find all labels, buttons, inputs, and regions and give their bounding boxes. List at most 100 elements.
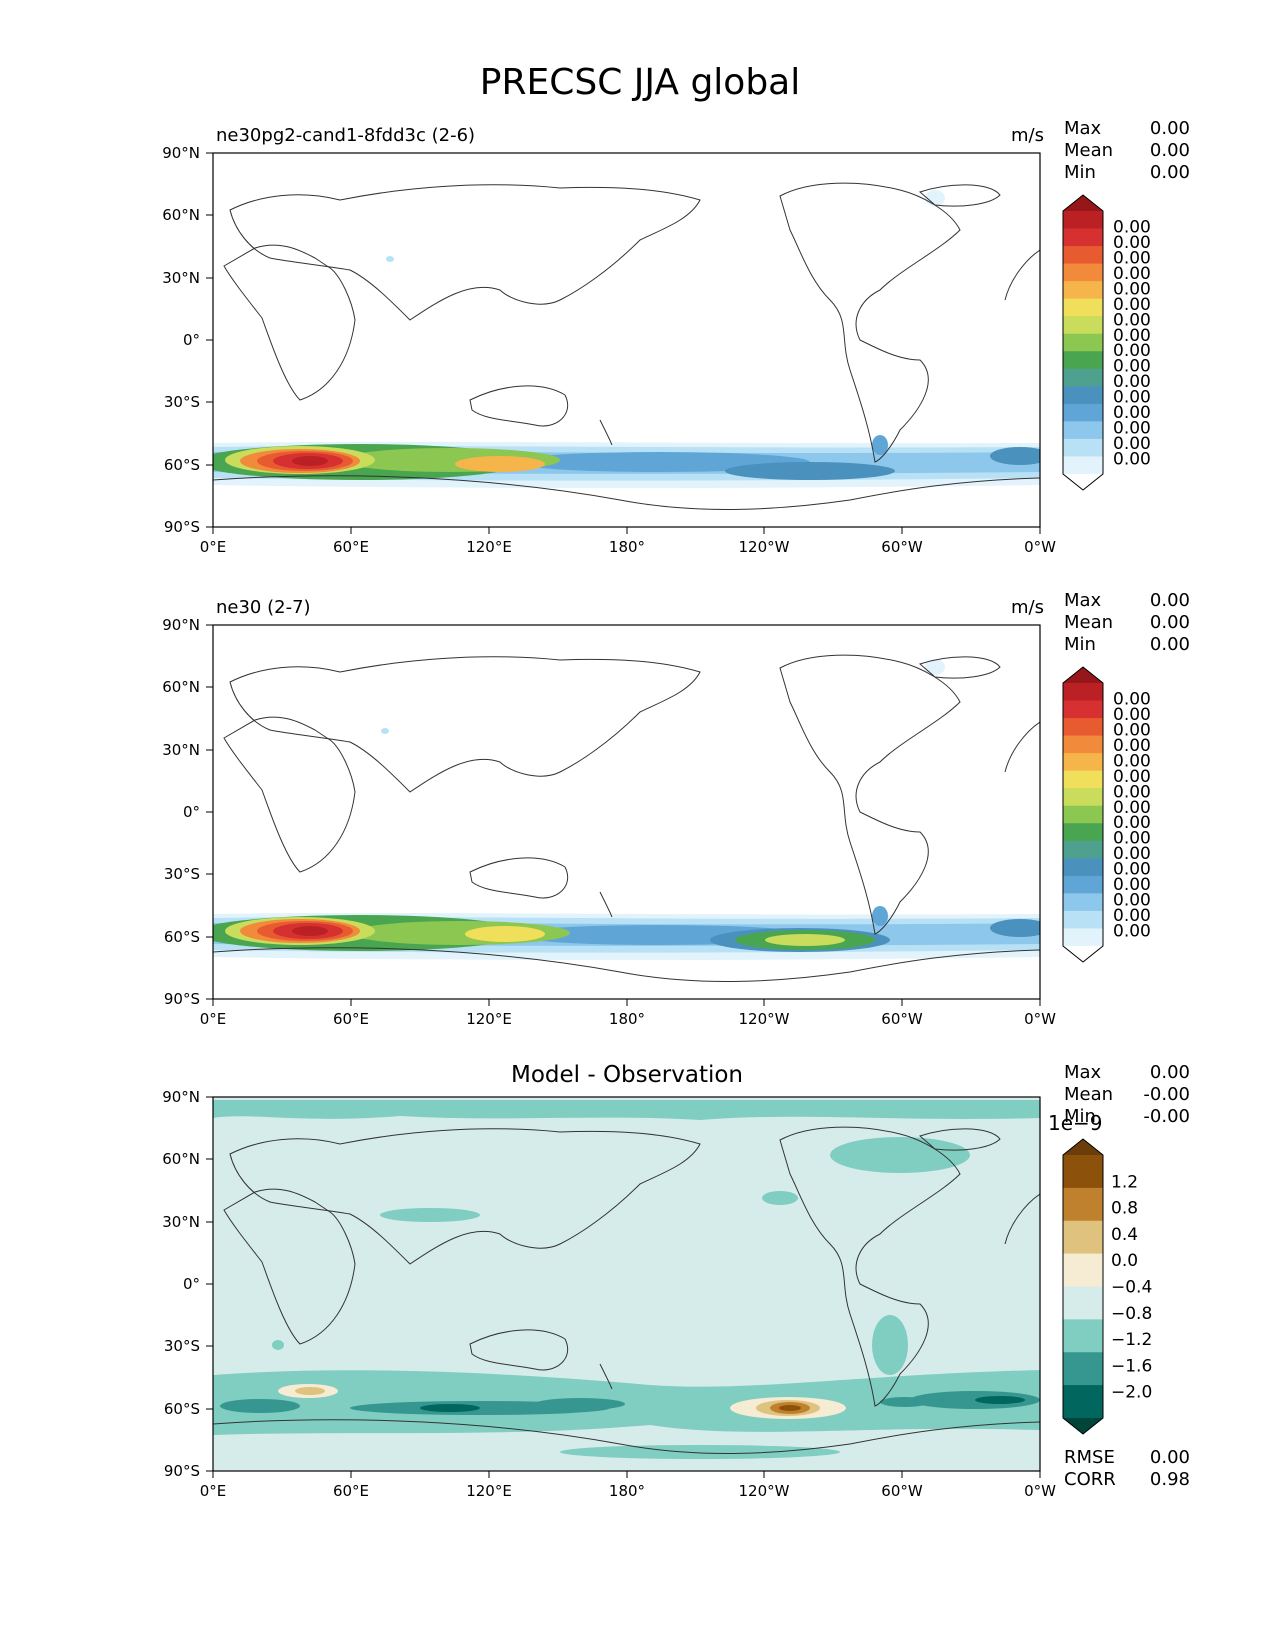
- field-feature: [213, 1100, 1040, 1120]
- field-feature: [272, 1340, 284, 1350]
- field-feature: [880, 1397, 930, 1407]
- colorbar-tick-label: 0.00: [1113, 798, 1151, 818]
- lon-tick-label: 60°W: [881, 1482, 923, 1500]
- axis-ticks: 90°N 60°N 30°N 0° 30°S 60°S 90°S 0°E 60°…: [162, 616, 1056, 1028]
- field-feature: [975, 1396, 1025, 1404]
- colorbar-tick-label: 0.00: [1113, 767, 1151, 787]
- colorbar-swatch: [1063, 770, 1103, 789]
- colorbar-tick-label: 0.00: [1113, 264, 1151, 284]
- colorbar-swatch: [1063, 386, 1103, 405]
- stats-block: Max 0.00 Mean -0.00 Min -0.00: [1064, 1062, 1190, 1127]
- panel-units: m/s: [1011, 125, 1044, 146]
- lon-tick-label: 180°: [609, 1482, 645, 1500]
- metric-label: RMSE: [1064, 1447, 1115, 1468]
- stat-label: Mean: [1064, 612, 1113, 633]
- field-feature: [220, 1399, 300, 1413]
- colorbar: 0.000.000.000.000.000.000.000.000.000.00…: [1062, 194, 1151, 491]
- colorbar-swatch: [1063, 403, 1103, 422]
- map-field: [213, 153, 1040, 527]
- axis-ticks: 90°N 60°N 30°N 0° 30°S 60°S 90°S 0°E 60°…: [162, 144, 1056, 556]
- lon-tick-label: 120°W: [739, 538, 790, 556]
- lat-tick-label: 90°N: [162, 1088, 200, 1106]
- lon-tick-label: 0°W: [1024, 1482, 1056, 1500]
- panel-title-left: ne30 (2-7): [216, 597, 311, 618]
- colorbar-swatch: [1063, 1385, 1103, 1419]
- field-feature: [381, 728, 389, 734]
- metric-label: CORR: [1064, 1469, 1116, 1490]
- lat-tick-label: 30°N: [162, 269, 200, 287]
- colorbar-tick-label: 0.00: [1113, 891, 1151, 911]
- colorbar-tick-label: 0.00: [1113, 403, 1151, 423]
- field-feature: [380, 1208, 480, 1222]
- lat-tick-label: 90°S: [164, 990, 200, 1008]
- lat-tick-label: 0°: [183, 803, 200, 821]
- colorbar-swatch: [1063, 683, 1103, 702]
- lon-tick-label: 120°W: [739, 1010, 790, 1028]
- lat-tick-label: 60°S: [164, 456, 200, 474]
- lat-tick-label: 90°N: [162, 616, 200, 634]
- colorbar-swatch: [1063, 1319, 1103, 1353]
- colorbar-tick-label: 0.00: [1113, 450, 1151, 470]
- colorbar-tick-label: 0.00: [1113, 860, 1151, 880]
- colorbar-swatch: [1063, 718, 1103, 737]
- colorbar-swatch: [1063, 805, 1103, 824]
- colorbar-tick-label: 0.00: [1113, 279, 1151, 299]
- stat-value: 0.00: [1150, 1062, 1190, 1083]
- colorbar-swatch: [1063, 875, 1103, 894]
- colorbar-swatch: [1063, 1220, 1103, 1255]
- field-feature: [455, 456, 545, 472]
- lon-tick-label: 120°E: [466, 1482, 512, 1500]
- colorbar-tick-label: 0.00: [1113, 875, 1151, 895]
- colorbar-tick-label: 0.8: [1111, 1199, 1138, 1219]
- colorbar-swatch: [1063, 246, 1103, 265]
- field-feature: [292, 926, 328, 936]
- lon-tick-label: 60°E: [333, 1482, 369, 1500]
- colorbar-tick-label: 0.00: [1113, 326, 1151, 346]
- stats-block: Max 0.00 Mean 0.00 Min 0.00: [1064, 590, 1190, 655]
- lon-tick-label: 120°W: [739, 1482, 790, 1500]
- panel-units: m/s: [1011, 597, 1044, 618]
- colorbar-tick-label: 0.00: [1113, 372, 1151, 392]
- colorbar-tick-label: 0.00: [1113, 357, 1151, 377]
- colorbar-swatch: [1063, 281, 1103, 300]
- coastlines: [213, 182, 1040, 510]
- colorbar-scale-label: 1e−9: [1048, 1111, 1103, 1135]
- stat-label: Mean: [1064, 140, 1113, 161]
- field-feature: [872, 1315, 908, 1375]
- field-feature: [762, 1191, 798, 1205]
- field-feature: [725, 462, 895, 480]
- stat-value: -0.00: [1143, 1084, 1190, 1105]
- lat-tick-label: 30°S: [164, 393, 200, 411]
- colorbar-extend-min: [1063, 946, 1103, 962]
- colorbar-swatch: [1063, 788, 1103, 807]
- colorbar-swatch: [1063, 928, 1103, 947]
- colorbar-extend-min: [1063, 1418, 1103, 1434]
- panel-title-center: Model - Observation: [511, 1062, 743, 1088]
- metric-value: 0.98: [1150, 1469, 1190, 1490]
- colorbar-tick-label: −1.2: [1111, 1330, 1152, 1350]
- lat-tick-label: 90°S: [164, 1462, 200, 1480]
- colorbar-tick-label: 0.00: [1113, 751, 1151, 771]
- stat-value: 0.00: [1150, 612, 1190, 633]
- stat-value: 0.00: [1150, 590, 1190, 611]
- field-feature: [560, 1445, 840, 1459]
- colorbar-swatch: [1063, 1253, 1103, 1287]
- lon-tick-label: 0°W: [1024, 1010, 1056, 1028]
- field-feature: [990, 919, 1040, 937]
- colorbar-swatch: [1063, 316, 1103, 335]
- colorbar-swatch: [1063, 1155, 1103, 1189]
- colorbar-tick-label: 0.00: [1113, 419, 1151, 439]
- lat-tick-label: 30°S: [164, 1337, 200, 1355]
- stat-label: Min: [1064, 1106, 1096, 1127]
- colorbar-swatch: [1063, 1286, 1103, 1320]
- colorbar-swatch: [1063, 438, 1103, 457]
- stat-label: Max: [1064, 118, 1102, 139]
- colorbar-tick-label: 0.00: [1113, 233, 1151, 253]
- colorbar-swatch: [1063, 1352, 1103, 1386]
- lon-tick-label: 120°E: [466, 1010, 512, 1028]
- field-feature: [420, 1404, 480, 1412]
- colorbar-tick-label: 0.00: [1113, 434, 1151, 454]
- lat-tick-label: 60°N: [162, 1150, 200, 1168]
- metrics-block: RMSE 0.00 CORR 0.98: [1064, 1447, 1190, 1490]
